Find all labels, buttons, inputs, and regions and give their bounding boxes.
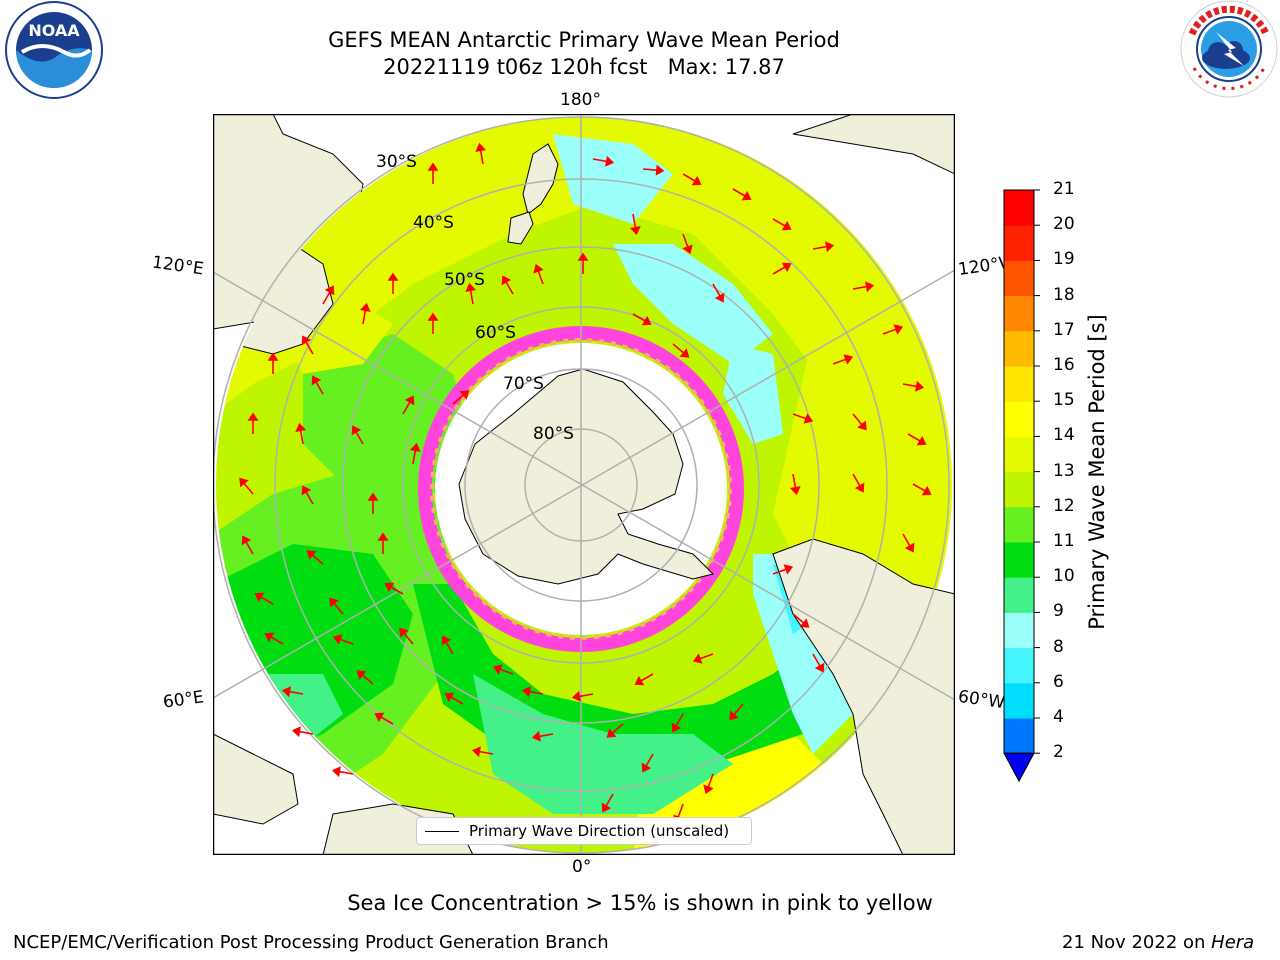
colorbar-tick-label: 9 bbox=[1053, 601, 1064, 622]
colorbar-tick-label: 10 bbox=[1053, 566, 1075, 587]
graticule bbox=[213, 114, 955, 855]
sea-ice-note: Sea Ice Concentration > 15% is shown in … bbox=[347, 891, 933, 915]
wave-arrows bbox=[239, 142, 932, 825]
colorbar-band bbox=[1004, 260, 1034, 297]
lon-label-180: 180° bbox=[560, 90, 601, 110]
colorbar-tick-label: 16 bbox=[1053, 355, 1075, 375]
svg-text:NOAA: NOAA bbox=[28, 21, 80, 40]
colorbar-band bbox=[1004, 718, 1034, 754]
colorbar-band bbox=[1004, 225, 1034, 261]
colorbar-band bbox=[1004, 612, 1034, 649]
colorbar-band bbox=[1004, 647, 1034, 684]
colorbar-band bbox=[1004, 506, 1034, 543]
colorbar-band bbox=[1004, 295, 1034, 332]
colorbar-tick-label: 4 bbox=[1053, 707, 1064, 727]
colorbar-tick-label: 12 bbox=[1053, 495, 1075, 516]
polar-map bbox=[213, 114, 955, 855]
legend-label: Primary Wave Direction (unscaled) bbox=[469, 822, 730, 840]
footer-credit: NCEP/EMC/Verification Post Processing Pr… bbox=[13, 932, 609, 953]
colorbar-band bbox=[1004, 366, 1034, 402]
lon-label-60e: 60°E bbox=[161, 687, 206, 713]
colorbar-band bbox=[1004, 401, 1034, 437]
colorbar-band bbox=[1004, 330, 1034, 367]
colorbar-band bbox=[1004, 436, 1034, 473]
colorbar-band bbox=[1004, 190, 1034, 226]
colorbar-band bbox=[1004, 682, 1034, 719]
lon-label-120e: 120°E bbox=[150, 252, 205, 280]
colorbar-label: Primary Wave Mean Period [s] bbox=[1085, 314, 1109, 630]
lat-label-70s: 70°S bbox=[503, 374, 544, 394]
legend-line-sample bbox=[425, 831, 459, 832]
colorbar-band bbox=[1004, 471, 1034, 508]
footer-date: 21 Nov 2022 on Hera bbox=[1062, 932, 1254, 953]
colorbar-tick-label: 18 bbox=[1053, 284, 1075, 305]
colorbar-tick-label: 14 bbox=[1053, 425, 1075, 446]
colorbar-tick-label: 8 bbox=[1053, 636, 1064, 657]
antarctica-land bbox=[458, 368, 714, 585]
colorbar-tick-label: 20 bbox=[1053, 214, 1075, 235]
noaa-logo: NOAA bbox=[5, 1, 103, 99]
colorbar-tick-label: 19 bbox=[1053, 249, 1075, 270]
map-subtitle: 20221119 t06z 120h fcst Max: 17.87 bbox=[383, 55, 785, 79]
colorbar-tick-label: 2 bbox=[1053, 742, 1064, 763]
colorbar-band bbox=[1004, 542, 1034, 578]
colorbar bbox=[1003, 189, 1040, 783]
lat-label-30s: 30°S bbox=[376, 152, 417, 172]
map-legend: Primary Wave Direction (unscaled) bbox=[416, 817, 752, 845]
colorbar-tick-label: 15 bbox=[1053, 390, 1075, 411]
lat-label-40s: 40°S bbox=[413, 213, 454, 233]
colorbar-tick-label: 11 bbox=[1053, 531, 1075, 551]
colorbar-tick-label: 6 bbox=[1053, 671, 1064, 692]
lon-label-0: 0° bbox=[572, 857, 592, 877]
footer-date-text: 21 Nov 2022 on bbox=[1062, 932, 1212, 953]
nws-logo bbox=[1180, 0, 1278, 98]
colorbar-tick-label: 17 bbox=[1053, 319, 1075, 340]
colorbar-tick-label: 21 bbox=[1053, 179, 1075, 199]
lon-label-60w: 60°W bbox=[956, 686, 1007, 714]
lat-label-60s: 60°S bbox=[475, 323, 516, 343]
footer-host: Hera bbox=[1211, 932, 1255, 953]
lat-label-80s: 80°S bbox=[533, 424, 574, 444]
colorbar-band bbox=[1004, 577, 1034, 613]
map-border bbox=[213, 114, 955, 855]
colorbar-underflow bbox=[1003, 752, 1035, 783]
lat-label-50s: 50°S bbox=[444, 270, 485, 290]
map-title: GEFS MEAN Antarctic Primary Wave Mean Pe… bbox=[328, 28, 840, 52]
colorbar-tick-label: 13 bbox=[1053, 460, 1075, 481]
